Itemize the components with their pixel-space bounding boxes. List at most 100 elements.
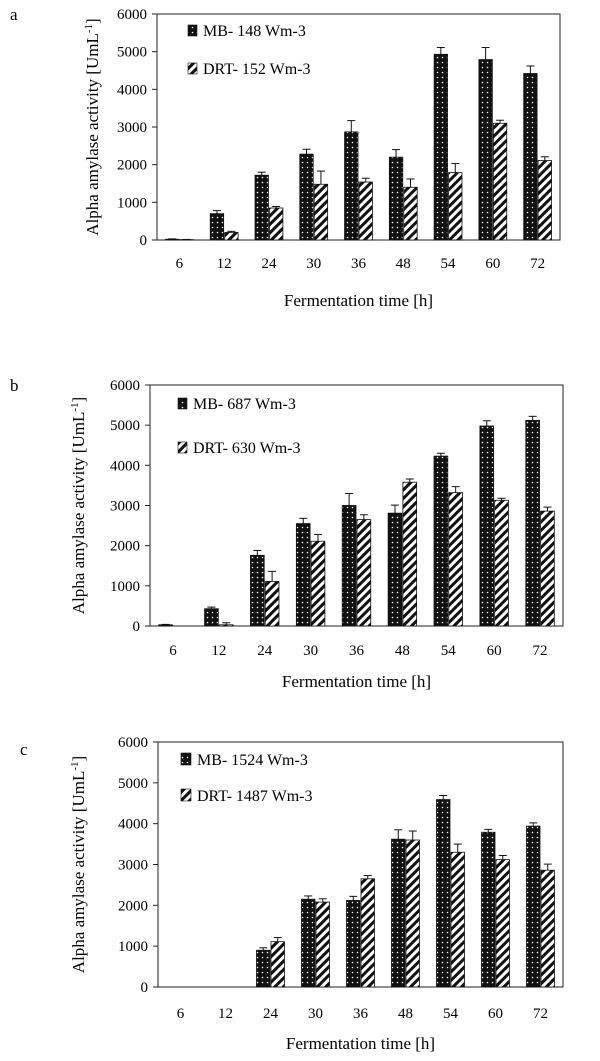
legend-label: DRT- 630 Wm-3 — [193, 440, 300, 457]
x-tick-label: 72 — [530, 256, 545, 272]
bar-mb — [387, 512, 403, 627]
x-tick-label: 36 — [351, 256, 367, 272]
y-tick-label: 5000 — [117, 45, 147, 61]
bar-mb — [250, 554, 265, 627]
bar-drt — [270, 941, 285, 988]
y-tick-label: 6000 — [118, 735, 148, 751]
y-tick-label: 6000 — [117, 7, 147, 23]
bar-mb — [525, 419, 540, 627]
x-tick-label: 48 — [398, 1006, 413, 1022]
panel-letter: a — [10, 5, 18, 24]
y-tick-label: 3000 — [110, 499, 140, 515]
bar-drt — [269, 207, 284, 241]
y-tick-label: 4000 — [118, 817, 148, 833]
x-tick-label: 36 — [353, 1006, 369, 1022]
bar-drt — [402, 481, 418, 627]
y-tick-label: 0 — [140, 233, 148, 249]
x-tick-label: 30 — [308, 1006, 323, 1022]
y-tick-label: 1000 — [117, 195, 147, 211]
y-tick-label: 6000 — [110, 378, 140, 394]
bar-drt — [310, 540, 326, 627]
legend-label: DRT- 152 Wm-3 — [203, 61, 310, 78]
bar-mb — [479, 425, 495, 627]
x-tick-label: 48 — [396, 256, 411, 272]
x-tick-label: 54 — [443, 1006, 459, 1022]
x-tick-label: 6 — [176, 256, 184, 272]
chart-a-svg: a 0 1000 2000 3000 4000 5000 6000 6 12 24 30 36 48 54 6… — [10, 5, 561, 310]
bar-mb — [346, 900, 361, 988]
chart-panel-c: c 0 1000 2000 3000 4000 5000 6000 6 12 24 30 36 48 54 6… — [0, 725, 600, 1061]
legend-swatch — [177, 397, 188, 410]
bar-drt — [358, 181, 373, 241]
x-tick-label: 24 — [257, 643, 273, 659]
x-tick-label: 48 — [395, 643, 410, 659]
bar-mb — [388, 156, 404, 241]
y-axis-title: Alpha amylase activity [UmL-1] — [83, 18, 102, 235]
bar-mb — [523, 73, 538, 241]
y-tick-label: 3000 — [117, 120, 147, 136]
y-axis-title: Alpha amylase activity [UmL-1] — [69, 756, 88, 973]
x-tick-label: 12 — [218, 1006, 233, 1022]
bar-drt — [540, 869, 555, 988]
x-tick-label: 24 — [261, 256, 277, 272]
x-tick-label: 54 — [441, 643, 457, 659]
chart-c-svg: c 0 1000 2000 3000 4000 5000 6000 6 12 24 30 36 48 54 6… — [20, 735, 564, 1053]
bar-mb — [209, 213, 225, 241]
y-tick-label: 0 — [133, 619, 141, 635]
bar-mb — [526, 825, 541, 988]
bar-drt — [403, 186, 418, 241]
y-axis-title: Alpha amylase activity [UmL-1] — [69, 397, 88, 614]
x-tick-label: 54 — [441, 256, 457, 272]
bar-mb — [391, 838, 406, 988]
legend-swatch — [180, 752, 192, 766]
y-tick-label: 4000 — [117, 82, 147, 98]
x-tick-label: 6 — [169, 643, 177, 659]
panel-letter: b — [10, 376, 19, 395]
bar-mb — [478, 59, 493, 241]
legend-label: MB- 687 Wm-3 — [193, 396, 296, 413]
y-tick-label: 4000 — [110, 458, 140, 474]
legend-label: MB- 1524 Wm-3 — [197, 752, 308, 769]
bar-drt — [540, 510, 555, 627]
legend-swatch — [187, 24, 198, 37]
legend-label: DRT- 1487 Wm-3 — [197, 788, 312, 805]
bar-drt — [405, 839, 420, 988]
x-tick-label: 24 — [263, 1006, 279, 1022]
x-tick-label: 72 — [533, 643, 548, 659]
x-tick-label: 60 — [487, 643, 502, 659]
legend-label: MB- 148 Wm-3 — [203, 23, 306, 40]
bar-drt — [495, 859, 510, 988]
bar-mb — [256, 949, 271, 988]
y-tick-label: 5000 — [118, 776, 148, 792]
y-tick-label: 2000 — [118, 898, 148, 914]
y-tick-label: 1000 — [118, 939, 148, 955]
bar-drt — [264, 581, 280, 627]
legend-swatch — [187, 62, 198, 75]
x-tick-label: 30 — [306, 256, 321, 272]
bar-mb — [158, 624, 173, 627]
x-axis-title: Fermentation time [h] — [282, 672, 431, 691]
x-tick-label: 36 — [349, 643, 365, 659]
x-tick-label: 6 — [177, 1006, 185, 1022]
y-tick-label: 5000 — [110, 418, 140, 434]
legend-swatch — [180, 788, 192, 802]
bar-drt — [360, 878, 375, 988]
x-axis-title: Fermentation time [h] — [286, 1034, 435, 1053]
bar-mb — [433, 53, 448, 241]
bar-drt — [356, 519, 372, 627]
bar-mb — [299, 153, 314, 241]
bar-mb — [344, 131, 359, 241]
bar-mb — [204, 608, 219, 627]
x-tick-label: 30 — [303, 643, 318, 659]
y-tick-label: 3000 — [118, 858, 148, 874]
y-tick-label: 1000 — [110, 579, 140, 595]
x-axis-title: Fermentation time [h] — [284, 291, 433, 310]
legend-swatch — [177, 441, 188, 454]
bar-drt — [313, 183, 329, 241]
x-tick-label: 12 — [217, 256, 232, 272]
x-tick-label: 60 — [485, 256, 500, 272]
bar-mb — [481, 831, 496, 988]
y-tick-label: 2000 — [110, 539, 140, 555]
chart-b-svg: b 0 1000 2000 3000 4000 5000 6000 6 12 24 30 36 48 54 6… — [10, 376, 564, 691]
x-tick-label: 72 — [533, 1006, 548, 1022]
